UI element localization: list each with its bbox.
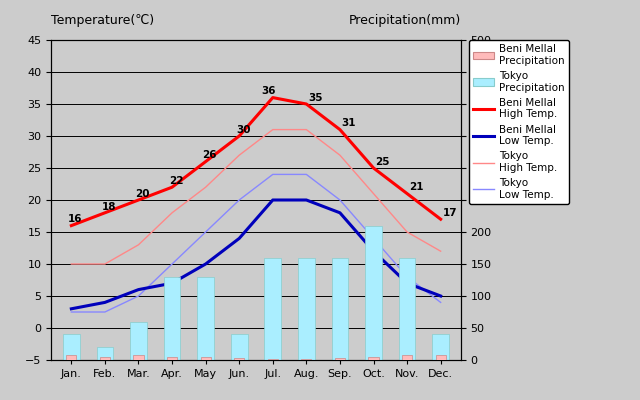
Bar — [231, 334, 248, 360]
Text: 35: 35 — [308, 93, 323, 103]
Bar — [436, 355, 445, 360]
Bar — [164, 277, 180, 360]
Bar — [298, 258, 315, 360]
Text: 30: 30 — [236, 125, 250, 135]
Text: 22: 22 — [169, 176, 183, 186]
Bar — [134, 355, 143, 360]
Bar — [402, 355, 412, 360]
Bar — [365, 226, 382, 360]
Bar — [399, 258, 415, 360]
Legend: Beni Mellal
Precipitation, Tokyo
Precipitation, Beni Mellal
High Temp., Beni Mel: Beni Mellal Precipitation, Tokyo Precipi… — [469, 40, 569, 204]
Text: 31: 31 — [342, 118, 356, 128]
Bar — [167, 357, 177, 360]
Text: 21: 21 — [409, 182, 423, 192]
Bar — [301, 359, 312, 360]
Bar — [97, 347, 113, 360]
Bar — [197, 277, 214, 360]
Text: 25: 25 — [375, 157, 390, 167]
Text: Temperature(℃): Temperature(℃) — [51, 14, 154, 27]
Text: 36: 36 — [261, 86, 276, 96]
Text: 18: 18 — [102, 202, 116, 212]
Bar — [264, 258, 281, 360]
Text: 16: 16 — [68, 214, 83, 224]
Bar — [63, 334, 80, 360]
Bar — [234, 358, 244, 360]
Bar — [268, 359, 278, 360]
Text: 26: 26 — [202, 150, 217, 160]
Bar — [335, 358, 345, 360]
Bar — [130, 322, 147, 360]
Bar — [100, 357, 110, 360]
Bar — [369, 357, 378, 360]
Text: 20: 20 — [135, 189, 150, 199]
Text: Precipitation(mm): Precipitation(mm) — [349, 14, 461, 27]
Bar — [332, 258, 348, 360]
Text: 17: 17 — [442, 208, 457, 218]
Bar — [432, 334, 449, 360]
Bar — [67, 355, 76, 360]
Bar — [200, 357, 211, 360]
